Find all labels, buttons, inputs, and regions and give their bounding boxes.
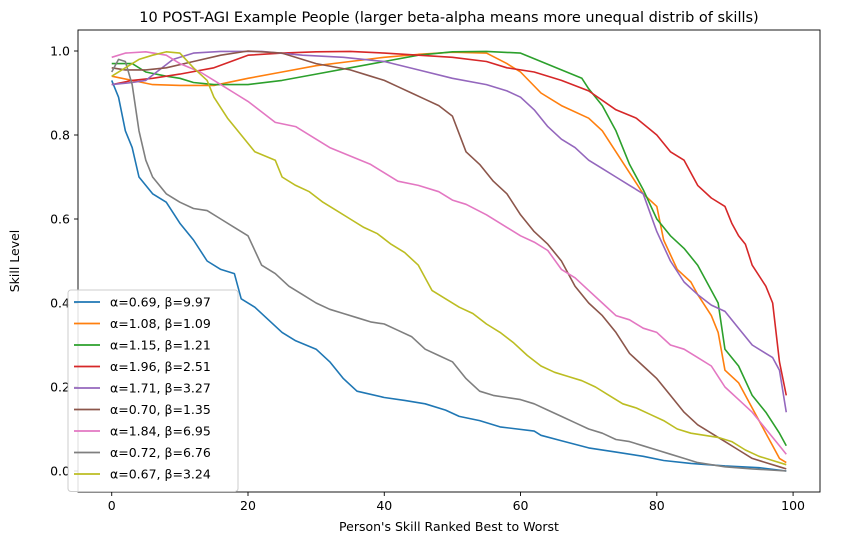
series-line-1 — [110, 80, 787, 472]
series-line-7 — [111, 51, 787, 455]
series-line-3 — [111, 50, 787, 447]
legend-label-5: α=1.71, β=3.27 — [110, 381, 211, 396]
legend-label-1: α=0.69, β=9.97 — [110, 295, 211, 310]
x-tick-label: 80 — [649, 498, 665, 513]
legend-label-4: α=1.96, β=2.51 — [110, 359, 211, 374]
x-tick-label: 100 — [781, 498, 805, 513]
legend-label-3: α=1.15, β=1.21 — [110, 338, 211, 353]
legend-box — [67, 289, 239, 492]
chart-title: 10 POST-AGI Example People (larger beta-… — [139, 10, 758, 26]
y-tick-label: 0.4 — [50, 296, 70, 311]
legend-label-2: α=1.08, β=1.09 — [110, 316, 211, 331]
legend-label-6: α=0.70, β=1.35 — [110, 402, 211, 417]
plot-area: 0 20 40 60 80 100 0.0 0.2 0.4 0.6 0.8 1.0 — [50, 29, 821, 513]
legend: α=0.69, β=9.97 α=1.08, β=1.09 α=1.15, β=1.… — [67, 289, 239, 492]
plot-frame — [77, 29, 821, 493]
series-line-9 — [111, 51, 787, 466]
y-tick-label: 0.2 — [50, 380, 70, 395]
series-line-4 — [111, 50, 788, 396]
y-tick-label: 0.6 — [50, 212, 70, 227]
y-axis-label: Skill Level — [7, 230, 22, 293]
legend-label-7: α=1.84, β=6.95 — [110, 424, 211, 439]
series-line-5 — [111, 50, 788, 413]
x-axis-label: Person's Skill Ranked Best to Worst — [339, 519, 559, 534]
y-tick-label: 1.0 — [50, 44, 70, 59]
legend-label-9: α=0.67, β=3.24 — [110, 467, 211, 482]
x-tick-label: 0 — [108, 498, 116, 513]
x-tick-label: 20 — [240, 498, 256, 513]
x-tick-label: 40 — [376, 498, 392, 513]
series-line-2 — [111, 51, 787, 464]
legend-label-8: α=0.72, β=6.76 — [110, 445, 211, 460]
series-line-8 — [111, 58, 787, 472]
y-tick-label: 0.0 — [50, 464, 70, 479]
y-tick-label: 0.8 — [50, 128, 70, 143]
series-line-6 — [111, 50, 787, 470]
x-tick-label: 60 — [513, 498, 529, 513]
